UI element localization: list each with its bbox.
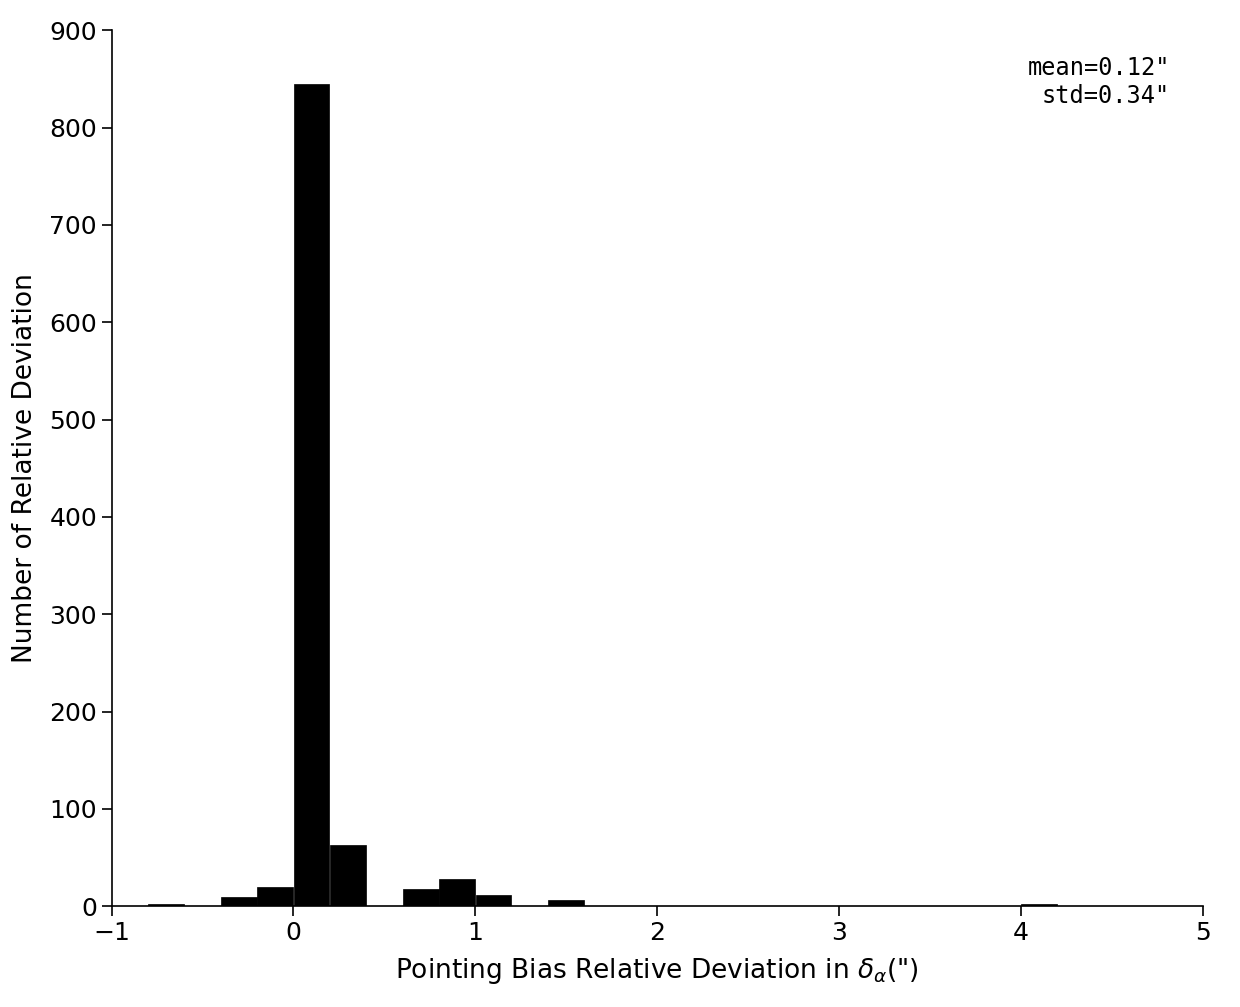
- Bar: [403, 889, 439, 906]
- Bar: [149, 904, 184, 906]
- Bar: [1022, 904, 1056, 906]
- Bar: [476, 894, 511, 906]
- Y-axis label: Number of Relative Deviation: Number of Relative Deviation: [12, 273, 38, 664]
- Bar: [258, 887, 293, 906]
- Bar: [439, 879, 475, 906]
- Bar: [548, 900, 584, 906]
- Bar: [294, 84, 330, 906]
- X-axis label: Pointing Bias Relative Deviation in $\delta_{\alpha}$("): Pointing Bias Relative Deviation in $\de…: [396, 956, 919, 986]
- Bar: [330, 845, 366, 906]
- Bar: [221, 896, 257, 906]
- Text: mean=0.12"
std=0.34": mean=0.12" std=0.34": [1028, 56, 1171, 109]
